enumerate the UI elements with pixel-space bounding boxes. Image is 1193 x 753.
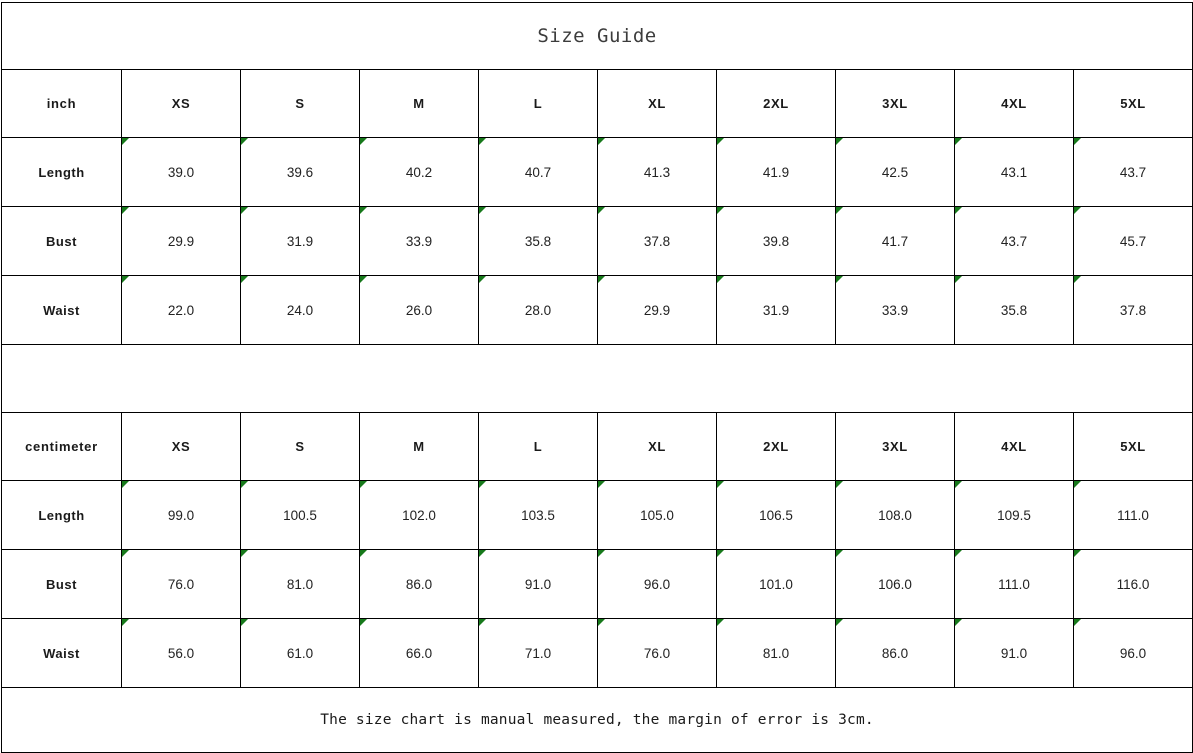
cell-centimeter-bust-3XL: 106.0 bbox=[835, 549, 955, 619]
cell-inch-waist-S: 24.0 bbox=[240, 275, 360, 345]
size-header-3XL: 3XL bbox=[835, 69, 955, 138]
measure-label-length: Length bbox=[1, 480, 122, 550]
cell-centimeter-length-2XL: 106.5 bbox=[716, 480, 836, 550]
measure-label-bust: Bust bbox=[1, 549, 122, 619]
table-row: Bust 76.0 81.0 86.0 91.0 96.0 101.0 106.0 111.0 1… bbox=[1, 549, 1193, 619]
cell-centimeter-waist-XL: 76.0 bbox=[597, 618, 717, 688]
cell-inch-bust-L: 35.8 bbox=[478, 206, 598, 276]
size-header-L: L bbox=[478, 69, 598, 138]
cell-centimeter-waist-M: 66.0 bbox=[359, 618, 479, 688]
unit-header-row-centimeter: centimeter XS S M L XL 2XL 3XL 4XL 5XL bbox=[1, 412, 1193, 481]
cell-centimeter-bust-XL: 96.0 bbox=[597, 549, 717, 619]
cell-centimeter-length-L: 103.5 bbox=[478, 480, 598, 550]
cell-centimeter-length-5XL: 111.0 bbox=[1072, 480, 1193, 550]
size-header-2XL: 2XL bbox=[716, 412, 836, 481]
cell-centimeter-bust-5XL: 116.0 bbox=[1072, 549, 1193, 619]
cell-inch-length-XL: 41.3 bbox=[597, 137, 717, 207]
cell-centimeter-length-M: 102.0 bbox=[359, 480, 479, 550]
cell-centimeter-waist-5XL: 96.0 bbox=[1072, 618, 1193, 688]
cell-inch-bust-S: 31.9 bbox=[240, 206, 360, 276]
cell-inch-waist-5XL: 37.8 bbox=[1072, 275, 1193, 345]
size-header-XS: XS bbox=[121, 412, 241, 481]
size-header-XL: XL bbox=[597, 412, 717, 481]
cell-centimeter-bust-S: 81.0 bbox=[240, 549, 360, 619]
cell-inch-length-3XL: 42.5 bbox=[835, 137, 955, 207]
table-row: Length 99.0 100.5 102.0 103.5 105.0 106.5 108.0… bbox=[1, 480, 1193, 550]
table-row: Length 39.0 39.6 40.2 40.7 41.3 41.9 42.5 43.1 43… bbox=[1, 137, 1193, 207]
cell-inch-length-XS: 39.0 bbox=[121, 137, 241, 207]
measure-label-waist: Waist bbox=[1, 618, 122, 688]
unit-label-centimeter: centimeter bbox=[1, 412, 122, 481]
size-header-4XL: 4XL bbox=[954, 69, 1074, 138]
measure-label-waist: Waist bbox=[1, 275, 122, 345]
size-header-XL: XL bbox=[597, 69, 717, 138]
size-header-S: S bbox=[240, 69, 360, 138]
cell-inch-length-4XL: 43.1 bbox=[954, 137, 1074, 207]
cell-inch-length-L: 40.7 bbox=[478, 137, 598, 207]
size-header-5XL: 5XL bbox=[1072, 412, 1193, 481]
size-header-4XL: 4XL bbox=[954, 412, 1074, 481]
footer-note-row: The size chart is manual measured, the m… bbox=[0, 687, 1193, 753]
size-header-S: S bbox=[240, 412, 360, 481]
cell-inch-length-M: 40.2 bbox=[359, 137, 479, 207]
cell-inch-length-S: 39.6 bbox=[240, 137, 360, 207]
footer-note: The size chart is manual measured, the m… bbox=[0, 687, 1193, 753]
cell-centimeter-length-XS: 99.0 bbox=[121, 480, 241, 550]
cell-inch-bust-M: 33.9 bbox=[359, 206, 479, 276]
cell-inch-waist-3XL: 33.9 bbox=[835, 275, 955, 345]
cell-inch-waist-XS: 22.0 bbox=[121, 275, 241, 345]
cell-inch-bust-XL: 37.8 bbox=[597, 206, 717, 276]
cell-centimeter-waist-S: 61.0 bbox=[240, 618, 360, 688]
cell-inch-bust-XS: 29.9 bbox=[121, 206, 241, 276]
cell-inch-bust-2XL: 39.8 bbox=[716, 206, 836, 276]
cell-centimeter-bust-XS: 76.0 bbox=[121, 549, 241, 619]
cell-inch-length-2XL: 41.9 bbox=[716, 137, 836, 207]
size-header-XS: XS bbox=[121, 69, 241, 138]
cell-inch-bust-4XL: 43.7 bbox=[954, 206, 1074, 276]
cell-inch-waist-XL: 29.9 bbox=[597, 275, 717, 345]
unit-label-inch: inch bbox=[1, 69, 122, 138]
size-header-5XL: 5XL bbox=[1072, 69, 1193, 138]
cell-inch-length-5XL: 43.7 bbox=[1072, 137, 1193, 207]
page-title: Size Guide bbox=[0, 2, 1193, 70]
size-header-L: L bbox=[478, 412, 598, 481]
cell-centimeter-bust-M: 86.0 bbox=[359, 549, 479, 619]
measure-label-length: Length bbox=[1, 137, 122, 207]
cell-centimeter-waist-XS: 56.0 bbox=[121, 618, 241, 688]
cell-centimeter-waist-4XL: 91.0 bbox=[954, 618, 1074, 688]
cell-centimeter-length-XL: 105.0 bbox=[597, 480, 717, 550]
title-row: Size Guide bbox=[0, 2, 1193, 70]
cell-inch-waist-4XL: 35.8 bbox=[954, 275, 1074, 345]
cell-inch-bust-3XL: 41.7 bbox=[835, 206, 955, 276]
table-row: Bust 29.9 31.9 33.9 35.8 37.8 39.8 41.7 43.7 45.7 bbox=[1, 206, 1193, 276]
size-header-M: M bbox=[359, 69, 479, 138]
cell-centimeter-bust-2XL: 101.0 bbox=[716, 549, 836, 619]
size-header-M: M bbox=[359, 412, 479, 481]
unit-header-row-inch: inch XS S M L XL 2XL 3XL 4XL 5XL bbox=[1, 69, 1193, 138]
measure-label-bust: Bust bbox=[1, 206, 122, 276]
cell-centimeter-waist-L: 71.0 bbox=[478, 618, 598, 688]
cell-centimeter-length-S: 100.5 bbox=[240, 480, 360, 550]
table-row: Waist 22.0 24.0 26.0 28.0 29.9 31.9 33.9 35.8 37.… bbox=[1, 275, 1193, 345]
cell-centimeter-bust-L: 91.0 bbox=[478, 549, 598, 619]
table-row: Waist 56.0 61.0 66.0 71.0 76.0 81.0 86.0 91.0 96.… bbox=[1, 618, 1193, 688]
cell-centimeter-length-4XL: 109.5 bbox=[954, 480, 1074, 550]
size-header-3XL: 3XL bbox=[835, 412, 955, 481]
cell-inch-waist-2XL: 31.9 bbox=[716, 275, 836, 345]
cell-centimeter-length-3XL: 108.0 bbox=[835, 480, 955, 550]
cell-inch-bust-5XL: 45.7 bbox=[1072, 206, 1193, 276]
size-header-2XL: 2XL bbox=[716, 69, 836, 138]
cell-inch-waist-M: 26.0 bbox=[359, 275, 479, 345]
cell-centimeter-bust-4XL: 111.0 bbox=[954, 549, 1074, 619]
table-spacer-row bbox=[0, 344, 1193, 413]
cell-centimeter-waist-3XL: 86.0 bbox=[835, 618, 955, 688]
table-spacer-cell bbox=[0, 344, 1193, 413]
cell-centimeter-waist-2XL: 81.0 bbox=[716, 618, 836, 688]
cell-inch-waist-L: 28.0 bbox=[478, 275, 598, 345]
